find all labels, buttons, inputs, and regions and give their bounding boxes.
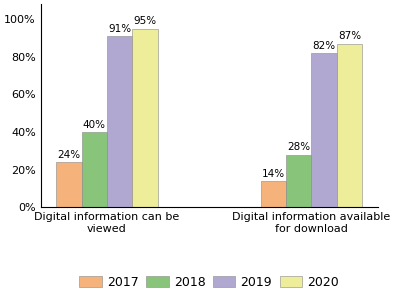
Text: 87%: 87%: [338, 31, 361, 41]
Text: 24%: 24%: [57, 150, 80, 160]
Legend: 2017, 2018, 2019, 2020: 2017, 2018, 2019, 2020: [74, 270, 344, 288]
Bar: [261, 181, 286, 207]
Bar: [337, 44, 362, 207]
Bar: [82, 132, 107, 207]
Bar: [132, 29, 158, 207]
Bar: [286, 155, 312, 207]
Bar: [312, 53, 337, 207]
Text: 95%: 95%: [133, 16, 156, 26]
Text: 82%: 82%: [312, 41, 336, 51]
Text: 14%: 14%: [262, 169, 285, 179]
Text: 40%: 40%: [83, 120, 106, 130]
Bar: [107, 36, 132, 207]
Text: 91%: 91%: [108, 24, 131, 34]
Text: 28%: 28%: [287, 143, 310, 152]
Bar: [56, 162, 82, 207]
